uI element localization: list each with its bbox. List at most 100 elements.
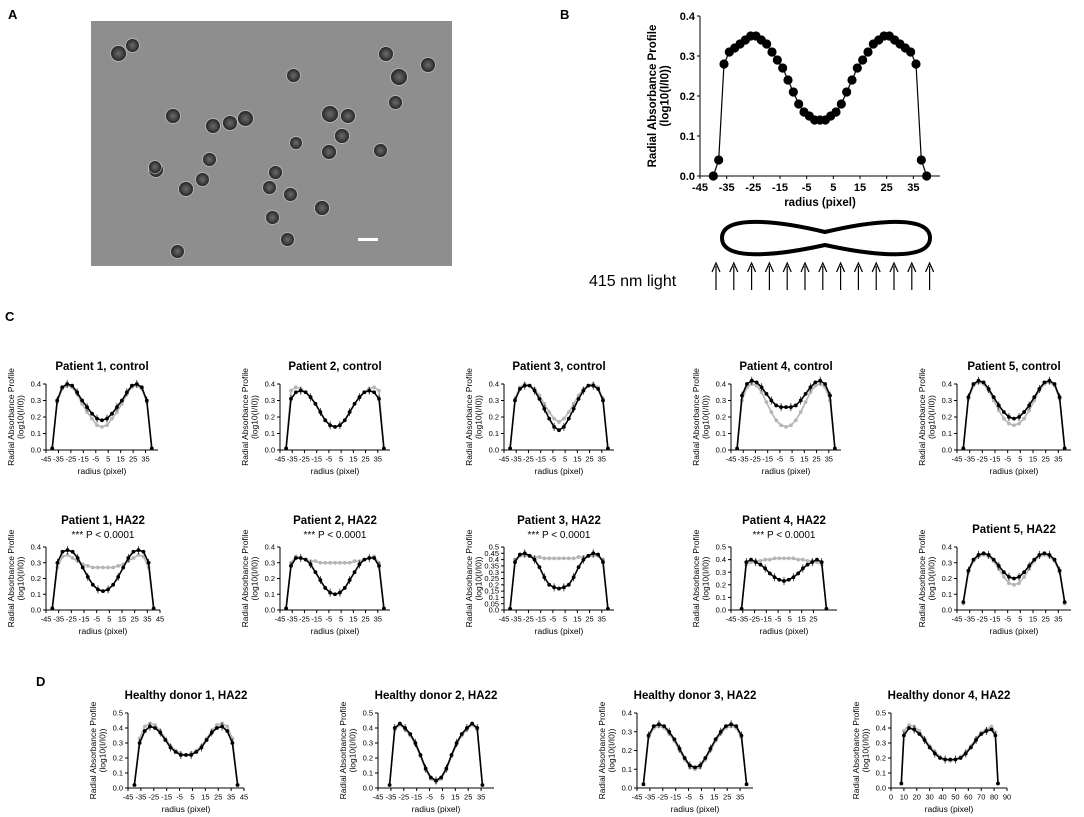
y-axis-label-line1: Radial Absorbance Profile [691,529,701,627]
x-tick-label: -15 [990,615,1001,624]
data-point-compare [65,552,70,557]
x-axis-label: radius (pixel) [78,466,127,476]
x-tick-label: 35 [598,615,606,624]
data-point-profile [922,171,932,181]
data-point-compare [917,729,922,733]
data-point-HA22 [189,753,194,757]
data-point-HA22 [126,556,131,560]
data-point-HA22 [204,738,209,742]
data-point-control [961,446,966,451]
data-point-control [759,385,764,390]
data-point-HA22 [508,606,513,611]
series-line-control [509,384,609,449]
x-tick-label: -15 [762,455,773,464]
x-axis-label: radius (pixel) [535,626,584,636]
series-line-control [285,389,385,449]
x-tick-label: 15 [451,793,459,802]
data-point-compare [96,565,100,570]
red-blood-cell [322,145,336,159]
data-point-HA22 [734,724,739,729]
y-axis-label-line1: Radial Absorbance Profile [6,529,16,627]
data-point-HA22 [220,724,224,729]
y-axis-label-line2: (log10(I/I0)) [474,395,484,439]
x-tick-label: -35 [385,793,396,802]
data-point-HA22 [65,548,70,553]
y-tick-label: 0.3 [31,396,41,405]
y-tick-label: 0.0 [876,784,886,793]
y-axis-label-line1: Radial Absorbance Profile [338,701,348,799]
x-tick-label: -15 [761,615,772,624]
data-point-HA22 [758,562,763,567]
x-tick-label: 45 [240,793,248,802]
x-tick-label: -5 [775,615,782,624]
x-axis-label: radius (pixel) [760,626,809,636]
data-point-compare [328,560,333,565]
data-point-control [337,423,342,428]
data-point-profile [772,55,782,65]
y-tick-label: 0.3 [265,396,275,405]
y-tick-label: 0.3 [489,396,499,405]
chart-title: Patient 1, HA22 [61,515,145,527]
y-tick-label: 0.0 [942,606,952,615]
data-point-profile [762,39,772,49]
data-point-HA22 [943,757,948,762]
data-point-control [527,383,532,388]
x-tick-label: -5 [326,455,333,464]
series-line-control [736,379,836,449]
x-tick-label: 30 [925,793,933,802]
data-point-HA22 [739,733,744,738]
data-point-HA22 [662,724,666,729]
x-tick-label: 5 [563,615,567,624]
data-point-HA22 [434,778,438,783]
data-point-HA22 [55,560,60,565]
data-point-compare [805,558,810,563]
data-point-compare [1012,423,1016,428]
x-tick-label: 45 [156,615,164,624]
data-point-control [1027,403,1032,408]
y-tick-label: 0.0 [716,606,726,615]
data-point-HA22 [1007,575,1011,579]
data-point-control [601,398,605,403]
data-point-control [70,383,75,388]
data-point-control [333,425,337,429]
data-point-HA22 [225,729,230,733]
x-tick-label: -25 [977,455,988,464]
light-label: 415 nm light [589,273,677,290]
data-point-HA22 [85,575,90,579]
data-point-profile [788,87,798,97]
x-tick-label: -5 [92,455,99,464]
data-point-control [596,387,601,391]
data-point-compare [996,408,1001,413]
data-point-control [981,380,986,385]
data-point-HA22 [815,557,819,562]
y-tick-label: 0.4 [680,11,696,23]
red-blood-cell [179,182,193,196]
x-tick-label: -15 [161,793,172,802]
x-tick-label: -45 [692,182,708,194]
chart-title: Patient 3, control [512,361,605,373]
y-tick-label: 0.1 [265,429,275,438]
data-point-compare [333,560,337,565]
data-point-control [784,405,788,409]
data-point-control [1042,380,1047,385]
data-point-control [813,380,818,385]
y-tick-label: 0.2 [113,754,123,763]
x-tick-label: -25 [148,793,159,802]
red-blood-cell [284,188,297,201]
y-tick-label: 0.1 [489,593,499,602]
x-tick-label: -45 [41,615,52,624]
y-tick-label: 0.5 [363,709,373,718]
data-point-compare [786,556,791,561]
data-point-HA22 [439,775,444,780]
data-point-control [581,388,586,393]
data-point-control [372,390,377,395]
data-point-HA22 [313,570,318,575]
data-point-HA22 [713,737,718,742]
data-point-compare [803,400,808,405]
y-tick-label: 0.05 [484,599,499,608]
y-tick-label: 0.2 [942,574,952,583]
data-point-profile [714,155,724,165]
red-blood-cell [269,166,282,179]
data-point-compare [542,401,547,406]
data-point-compare [767,557,772,562]
